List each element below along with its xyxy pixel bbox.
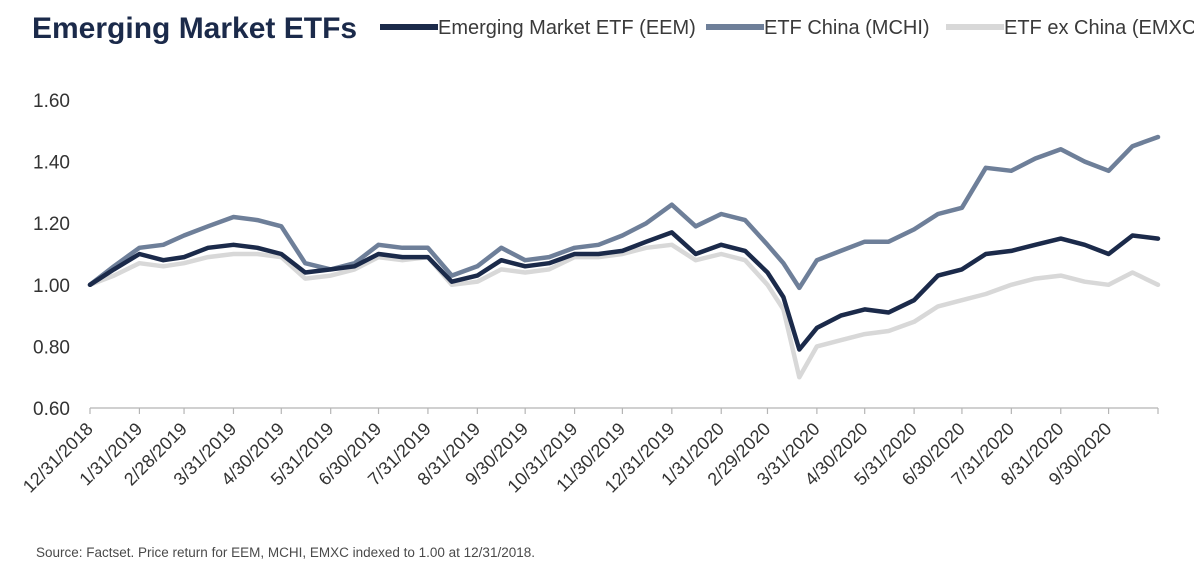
y-tick-label: 1.00 [33, 276, 70, 297]
chart-title: Emerging Market ETFs [32, 12, 357, 45]
series-line-1 [87, 134, 1161, 291]
y-axis: 0.60 0.80 1.00 1.20 1.40 1.60 [33, 91, 70, 420]
x-axis: 12/31/20181/31/20192/28/20193/31/20194/3… [19, 407, 1159, 497]
plot-area [87, 134, 1161, 380]
legend-label: ETF China (MCHI) [764, 17, 930, 39]
source-note: Source: Factset. Price return for EEM, M… [36, 545, 535, 560]
legend-label: Emerging Market ETF (EEM) [438, 17, 696, 39]
series-line-0 [87, 230, 1161, 352]
y-tick-label: 0.80 [33, 337, 70, 358]
y-tick-label: 0.60 [33, 399, 70, 420]
series-line-2 [87, 242, 1161, 380]
y-tick-label: 1.40 [33, 153, 70, 174]
y-tick-label: 1.60 [33, 91, 70, 112]
legend-label: ETF ex China (EMXC) [1004, 17, 1194, 39]
legend: Emerging Market ETF (EEM) ETF China (MCHI… [380, 17, 1194, 39]
y-tick-label: 1.20 [33, 214, 70, 235]
